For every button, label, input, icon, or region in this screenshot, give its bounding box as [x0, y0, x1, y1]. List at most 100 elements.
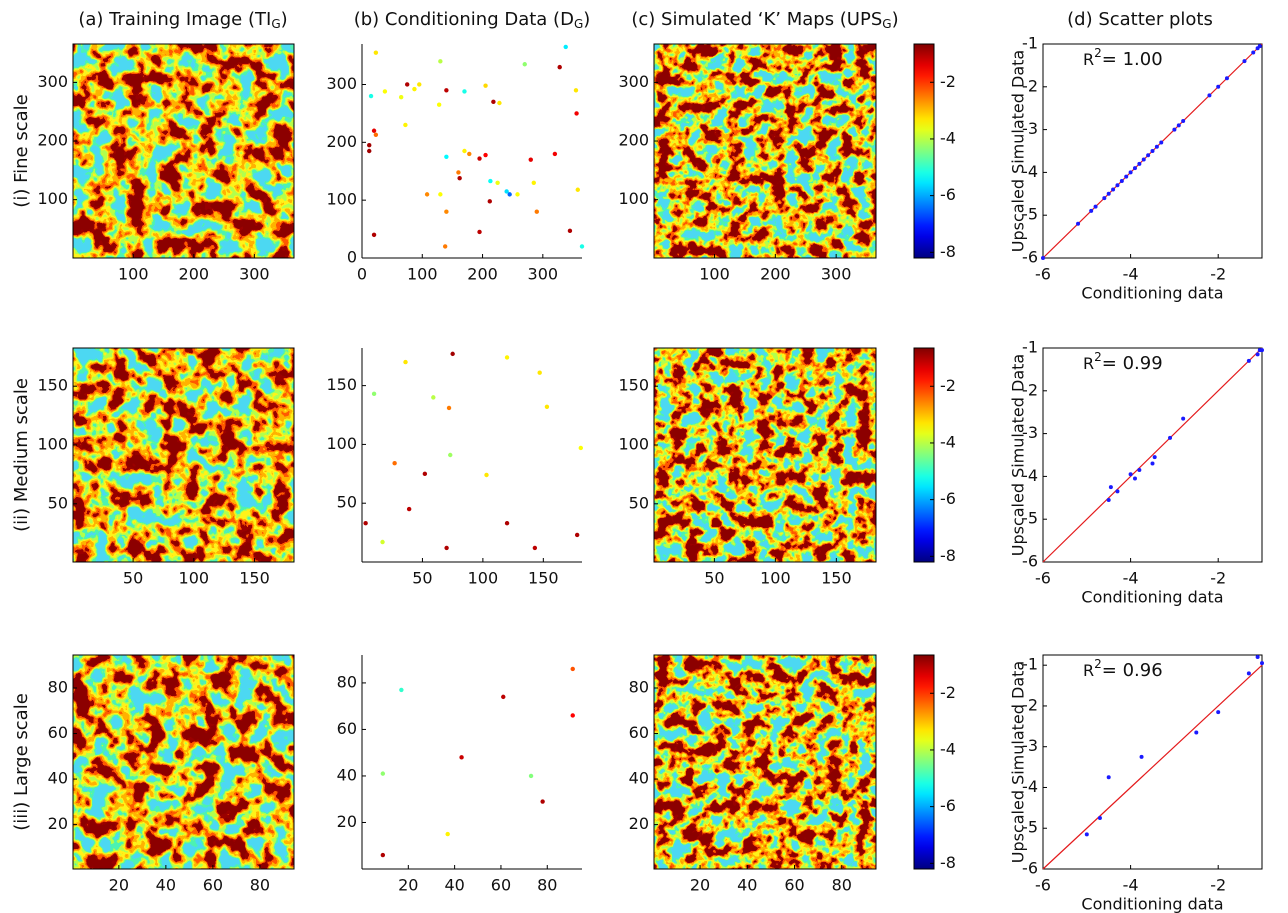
data-point — [528, 157, 533, 162]
data-point — [1181, 119, 1186, 124]
y-tick-label: 20 — [48, 814, 68, 833]
colorbar-label: -6 — [940, 796, 956, 815]
y-tick-label: 50 — [48, 493, 68, 512]
data-point — [1089, 208, 1094, 213]
y-tick-label: 300 — [326, 74, 357, 93]
x-tick-label: 80 — [537, 876, 557, 895]
data-point — [1139, 754, 1144, 759]
title: (a) Training Image (TIG) — [78, 9, 287, 31]
x-tick-label: 150 — [528, 569, 559, 588]
x-tick-label: 100 — [179, 569, 210, 588]
data-point — [484, 472, 489, 478]
data-point — [504, 189, 509, 194]
data-point — [552, 151, 558, 157]
x-tick-label: 100 — [760, 569, 791, 588]
data-point — [1172, 127, 1177, 132]
data-point — [1093, 204, 1098, 209]
data-point — [462, 148, 467, 154]
y-tick-label: -3 — [1022, 119, 1038, 138]
data-point — [403, 359, 408, 365]
panel: 20 40 60 80 20 40 60 80 — [48, 654, 295, 895]
x-tick-label: 40 — [156, 876, 176, 895]
x-tick-label: -6 — [1035, 569, 1051, 588]
data-point — [1251, 50, 1256, 55]
data-point — [522, 62, 527, 67]
y-tick-label: -2 — [1022, 76, 1038, 95]
data-point — [406, 506, 412, 512]
data-point — [367, 148, 372, 154]
data-point — [448, 452, 453, 458]
data-point — [1097, 816, 1102, 821]
colorbar-label: -8 — [940, 242, 956, 261]
y-tick-label: -4 — [1022, 777, 1038, 796]
text: = 0.99 — [1102, 353, 1163, 374]
data-point — [444, 88, 449, 93]
data-point — [1106, 497, 1111, 502]
texture — [654, 655, 876, 869]
data-point — [1141, 157, 1146, 162]
data-point — [1150, 461, 1155, 466]
data-point — [1137, 161, 1142, 166]
superscript: 2 — [1094, 46, 1102, 60]
data-point — [1216, 710, 1221, 715]
data-point — [1084, 832, 1089, 837]
data-point — [436, 102, 442, 107]
data-point — [399, 687, 404, 693]
data-point — [444, 209, 449, 214]
data-point — [445, 831, 450, 837]
data-point — [483, 83, 488, 88]
y-tick-label: 100 — [618, 189, 649, 208]
x-tick-label: 20 — [109, 876, 129, 895]
data-point — [1146, 153, 1151, 158]
data-point — [444, 545, 449, 551]
data-point — [459, 755, 464, 760]
data-point — [574, 111, 579, 116]
y-tick-label: 100 — [37, 435, 68, 454]
identity-line — [1042, 347, 1263, 563]
y-tick-label: -4 — [1022, 162, 1038, 181]
y-tick-label: 80 — [629, 678, 649, 697]
data-point — [1106, 191, 1111, 196]
y-tick-label: -1 — [1022, 338, 1038, 357]
text: R — [1083, 354, 1094, 373]
y-tick-label: -2 — [1022, 695, 1038, 714]
text: (d) Scatter plots — [1067, 9, 1213, 30]
data-point — [557, 64, 562, 70]
y-tick-label: 200 — [326, 132, 357, 151]
panel: -6 -4 -2 -6 -5 -4 -3 -2 -1 Conditioning data Upsca… — [1009, 654, 1264, 913]
text: ) — [281, 9, 288, 30]
y-tick-label: 300 — [37, 72, 68, 91]
x-tick-label: 60 — [203, 876, 223, 895]
colorbar — [913, 654, 935, 870]
data-point — [544, 404, 550, 409]
x-tick-label: 50 — [704, 569, 724, 588]
axes-box — [653, 347, 877, 563]
y-tick-label: 40 — [629, 769, 649, 788]
colorbar — [913, 347, 935, 563]
data-point — [534, 209, 539, 214]
y-tick-label: -5 — [1022, 509, 1038, 528]
colorbar-label: -2 — [940, 683, 956, 702]
panel: 20 40 60 80 20 40 60 80 — [337, 655, 582, 895]
data-point — [1246, 671, 1251, 676]
data-point — [477, 229, 482, 235]
data-point — [1128, 170, 1133, 175]
data-point — [1154, 144, 1159, 149]
y-tick-label: 100 — [326, 434, 357, 453]
x-tick-label: 20 — [398, 876, 418, 895]
data-point — [444, 154, 449, 159]
data-point — [501, 694, 506, 700]
x-tick-label: 0 — [357, 265, 367, 284]
texture — [654, 44, 876, 258]
data-point — [487, 199, 492, 204]
data-point — [1041, 256, 1045, 260]
colorbar-label: -8 — [940, 546, 956, 565]
texture — [73, 655, 294, 869]
row-label: (ii) Medium scale — [11, 378, 32, 532]
x-tick-label: -2 — [1210, 876, 1226, 895]
x-axis-label: Conditioning data — [1081, 588, 1223, 607]
axes-box — [1042, 347, 1263, 563]
data-point — [1216, 84, 1221, 89]
x-tick-label: 300 — [239, 265, 270, 284]
data-point — [1137, 467, 1142, 472]
